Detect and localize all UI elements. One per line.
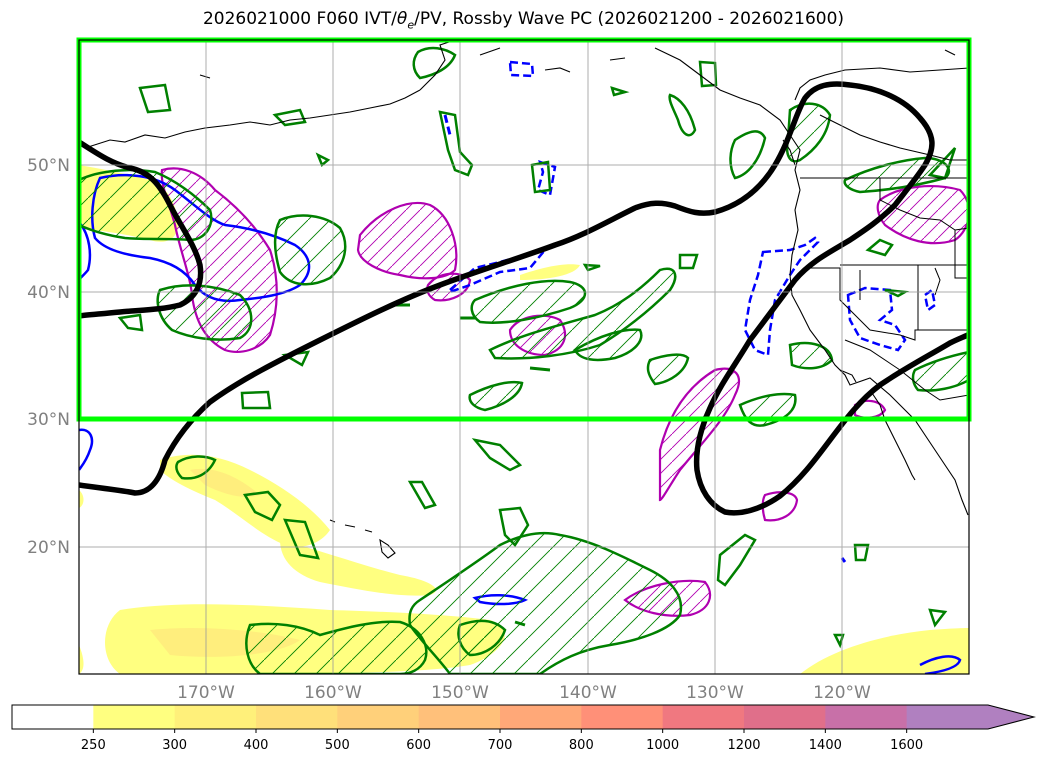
colorbar-tick-label: 300	[162, 738, 187, 753]
colorbar-segment	[337, 705, 420, 729]
lat-label: 20°N	[27, 538, 70, 558]
colorbar-tick-label: 800	[569, 738, 594, 753]
colorbar-segment	[418, 705, 501, 729]
colorbar-outline	[11, 704, 1036, 730]
colorbar-segment	[256, 705, 338, 729]
map-figure: 170°W 160°W 150°W 140°W 130°W 120°W 50°N…	[27, 37, 972, 700]
colorbar-tick-label: 1200	[727, 738, 760, 753]
lon-label: 160°W	[304, 683, 362, 700]
map-content	[79, 40, 969, 674]
title-theta-subscript: e	[407, 18, 415, 32]
lat-label: 30°N	[27, 410, 70, 430]
colorbar-segment	[93, 705, 176, 729]
colorbar-tick-label: 1400	[809, 738, 842, 753]
country-borders	[800, 177, 969, 401]
theta-positive-contours	[79, 46, 969, 674]
pv-contours	[79, 81, 969, 516]
figure-title: 2026021000 F060 IVT/θe/PV, Rossby Wave P…	[0, 9, 1047, 31]
colorbar-tick-label: 1600	[890, 738, 923, 753]
colorbar-segment	[174, 705, 257, 729]
colorbar-segment-under	[12, 705, 94, 729]
lon-label: 150°W	[431, 683, 489, 700]
lat-label: 40°N	[27, 283, 70, 303]
colorbar-extend-arrow	[906, 705, 1034, 729]
longitude-labels: 170°W 160°W 150°W 140°W 130°W 120°W	[177, 683, 871, 700]
colorbar-tick-label: 250	[81, 738, 106, 753]
latitude-labels: 50°N 40°N 30°N 20°N	[27, 156, 70, 558]
colorbar-tick-label: 700	[488, 738, 513, 753]
title-theta: θ	[396, 9, 408, 29]
colorbar-tick-label: 400	[244, 738, 269, 753]
title-suffix: /PV, Rossby Wave PC (2026021200 - 202602…	[414, 9, 845, 29]
colorbar-segment	[662, 705, 745, 729]
lon-label: 130°W	[686, 683, 744, 700]
lat-label: 50°N	[27, 156, 70, 176]
colorbar-segments	[11, 704, 1036, 730]
colorbar-tick-label: 1000	[646, 738, 679, 753]
colorbar-segment	[500, 705, 582, 729]
map-frame	[78, 39, 970, 675]
colorbar-tick-label: 600	[406, 738, 431, 753]
colorbar-tick-label: 500	[325, 738, 350, 753]
colorbar-ticks: 250 300 400 500 600 700 800 1000 1200 1400 1600	[81, 729, 923, 753]
lon-label: 120°W	[813, 683, 871, 700]
title-prefix: 2026021000 F060 IVT/	[202, 9, 397, 29]
colorbar-segment	[825, 705, 908, 729]
lon-label: 140°W	[559, 683, 617, 700]
lon-label: 170°W	[177, 683, 235, 700]
colorbar-segment	[744, 705, 826, 729]
colorbar-segment	[581, 705, 664, 729]
